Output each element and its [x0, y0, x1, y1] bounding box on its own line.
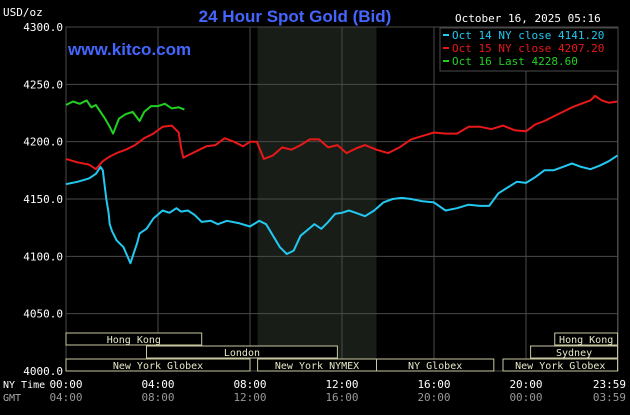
- x-tick-label-ny: 16:00: [417, 378, 450, 391]
- session-bar: [554, 332, 619, 346]
- session-label: Hong Kong: [107, 335, 161, 346]
- chart-title: 24 Hour Spot Gold (Bid): [199, 7, 392, 26]
- x-tick-label-gmt: 12:00: [233, 391, 266, 404]
- session-label: New York Globex: [515, 361, 605, 372]
- session-bar: [146, 345, 338, 359]
- x-tick-label-gmt: 03:59: [593, 391, 626, 404]
- x-tick-label-gmt: 00:00: [509, 391, 542, 404]
- session-bar: [530, 345, 619, 359]
- x-tick-label-ny: 08:00: [233, 378, 266, 391]
- brand-url: www.kitco.com: [67, 40, 191, 59]
- series-line: [65, 99, 185, 135]
- x-tick-label-gmt: 08:00: [141, 391, 174, 404]
- session-label: New York NYMEX: [275, 361, 359, 372]
- y-tick-label: 4200.0: [23, 136, 63, 149]
- y-tick-label: 4150.0: [23, 193, 63, 206]
- legend-entry: Oct 15 NY close 4207.20: [452, 42, 604, 55]
- x-tick-label-ny: 04:00: [141, 378, 174, 391]
- legend-box: [439, 27, 619, 72]
- series-line: [65, 94, 618, 171]
- session-label: Hong Kong: [559, 335, 613, 346]
- gmt-row-label: GMT: [3, 393, 21, 404]
- x-tick-label-ny: 12:00: [325, 378, 358, 391]
- timestamp: October 16, 2025 05:16: [455, 12, 601, 25]
- session-label: Sydney: [556, 348, 592, 359]
- session-bar: [65, 332, 203, 346]
- session-label: NY Globex: [408, 361, 462, 372]
- unit-label: USD/oz: [3, 6, 43, 19]
- x-tick-label-gmt: 04:00: [49, 391, 82, 404]
- plot-area: 4300.0 4250.0 4200.0 4150.0 4100.0 4050.0 4000…: [23, 21, 626, 404]
- series-line: [65, 154, 619, 265]
- legend-entry: Oct 16 Last 4228.60: [452, 55, 578, 68]
- session-label: London: [224, 348, 260, 359]
- ny-time-row-label: NY Time: [3, 380, 45, 391]
- x-tick-label-ny: 20:00: [509, 378, 542, 391]
- legend-entry: Oct 14 NY close 4141.20: [452, 29, 604, 42]
- x-tick-label-gmt: 16:00: [325, 391, 358, 404]
- y-tick-label: 4250.0: [23, 78, 63, 91]
- x-tick-label-ny: 23:59: [593, 378, 626, 391]
- x-tick-label-ny: 00:00: [49, 378, 82, 391]
- x-tick-label-gmt: 20:00: [417, 391, 450, 404]
- session-label: New York Globex: [113, 361, 203, 372]
- y-tick-label: 4050.0: [23, 308, 63, 321]
- y-tick-label: 4000.0: [23, 365, 63, 378]
- y-tick-label: 4300.0: [23, 21, 63, 34]
- y-tick-label: 4100.0: [23, 250, 63, 263]
- session-bar: [65, 358, 251, 372]
- session-bar: [502, 358, 619, 372]
- session-bar: [376, 358, 495, 372]
